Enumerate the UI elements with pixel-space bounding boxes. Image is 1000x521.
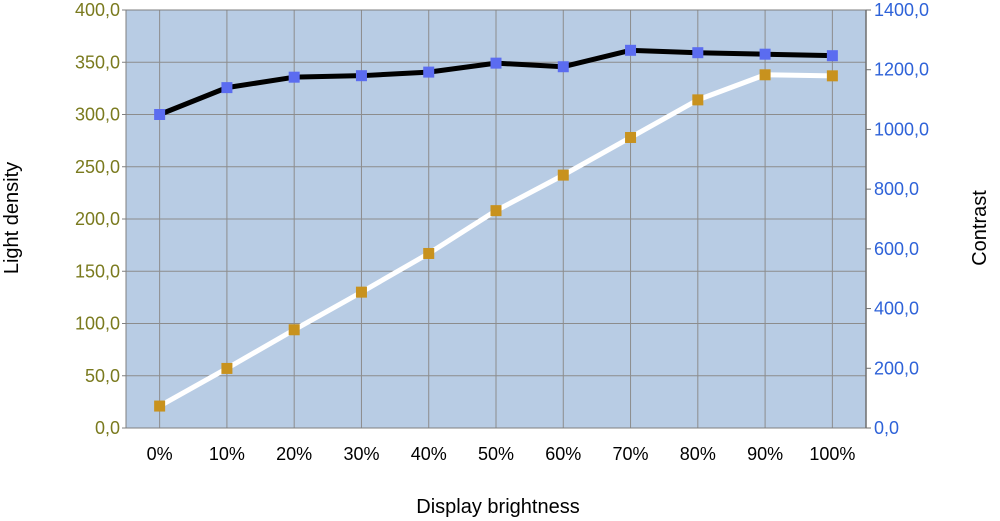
series-2-point <box>490 57 502 69</box>
series-1-point <box>625 131 637 143</box>
series-2-point <box>288 71 300 83</box>
series-2-point <box>826 50 838 62</box>
left-tick-label: 350,0 <box>75 52 120 72</box>
series-2-point <box>423 66 435 78</box>
x-tick-label: 60% <box>545 444 581 464</box>
x-tick-label: 100% <box>809 444 855 464</box>
series-2-point <box>557 61 569 73</box>
left-tick-label: 100,0 <box>75 314 120 334</box>
right-axis-title: Contrast <box>969 190 991 266</box>
x-tick-label: 10% <box>209 444 245 464</box>
series-1-point <box>355 286 367 298</box>
right-axis-ticks: 0,0 200,0 400,0 600,0 800,0 1000,0 1200,0 1400,… <box>866 0 929 438</box>
left-axis-ticks: 0,0 50,0 100,0 150,0 200,0 250,0 300,0 350,0 400… <box>75 0 126 438</box>
x-tick-label: 50% <box>478 444 514 464</box>
series-1-point <box>154 400 166 412</box>
series-1-point <box>557 169 569 181</box>
series-1-point <box>221 362 233 374</box>
series-2-point <box>355 70 367 82</box>
left-tick-label: 150,0 <box>75 261 120 281</box>
series-2-point <box>759 48 771 60</box>
left-tick-label: 250,0 <box>75 157 120 177</box>
right-tick-label: 400,0 <box>874 299 919 319</box>
x-tick-label: 0% <box>147 444 173 464</box>
right-tick-label: 800,0 <box>874 179 919 199</box>
x-tick-label: 90% <box>747 444 783 464</box>
x-tick-label: 40% <box>411 444 447 464</box>
series-1-point <box>288 324 300 336</box>
right-tick-label: 200,0 <box>874 358 919 378</box>
series-1-point <box>490 205 502 217</box>
left-tick-label: 300,0 <box>75 105 120 125</box>
series-2-point <box>625 44 637 56</box>
series-2-point <box>154 109 166 120</box>
x-axis-title: Display brightness <box>416 496 579 518</box>
right-tick-label: 1000,0 <box>874 119 929 139</box>
left-tick-label: 0,0 <box>95 418 120 438</box>
right-tick-label: 1400,0 <box>874 0 929 20</box>
series <box>154 44 838 412</box>
x-tick-label: 20% <box>276 444 312 464</box>
x-axis-ticks: 0% 10% 20% 30% 40% 50% 60% 70% 80% 90% 100% <box>147 444 856 464</box>
series-1-point <box>423 247 435 259</box>
x-tick-label: 70% <box>613 444 649 464</box>
series-2-point <box>221 82 233 94</box>
series-1-point <box>759 69 771 81</box>
series-2-point <box>692 47 704 59</box>
right-tick-label: 600,0 <box>874 239 919 259</box>
x-tick-label: 80% <box>680 444 716 464</box>
left-tick-label: 400,0 <box>75 0 120 20</box>
left-axis-title: Light density <box>1 162 23 274</box>
series-1-point <box>826 70 838 82</box>
right-tick-label: 0,0 <box>874 418 899 438</box>
left-tick-label: 200,0 <box>75 209 120 229</box>
x-tick-label: 30% <box>343 444 379 464</box>
right-tick-label: 1200,0 <box>874 60 929 80</box>
series-1-point <box>692 94 704 106</box>
left-tick-label: 50,0 <box>85 366 120 386</box>
